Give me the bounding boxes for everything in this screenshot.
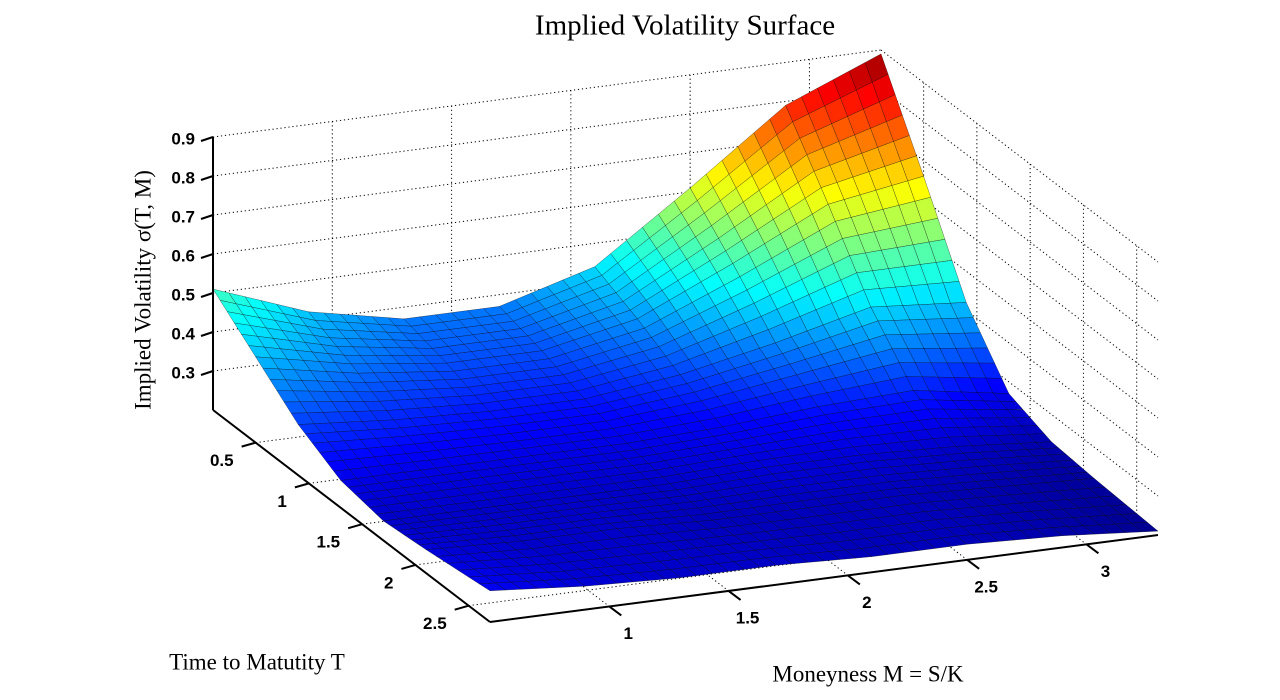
z-tick-label: 0.9 bbox=[171, 129, 195, 148]
x-tick-label: 3 bbox=[1101, 562, 1110, 581]
z-tick-label: 0.5 bbox=[171, 285, 195, 304]
x-tick bbox=[727, 590, 742, 601]
x-axis-label: Moneyness M = S/K bbox=[772, 661, 964, 686]
grid-line bbox=[212, 49, 882, 138]
x-tick-label: 2.5 bbox=[974, 577, 998, 596]
x-tick-label: 2 bbox=[862, 593, 871, 612]
y-tick bbox=[454, 604, 469, 611]
z-tick-label: 0.6 bbox=[171, 246, 195, 265]
y-tick bbox=[401, 563, 416, 570]
z-tick bbox=[200, 331, 214, 337]
z-tick-label: 0.7 bbox=[171, 207, 195, 226]
y-tick-label: 1 bbox=[277, 492, 286, 511]
y-axis-label: Time to Matutity T bbox=[169, 649, 345, 674]
grid-line bbox=[212, 88, 882, 177]
x-tick bbox=[1085, 543, 1100, 555]
z-axis-label: Implied Volatility σ(T, M) bbox=[130, 170, 155, 410]
z-tick bbox=[200, 253, 214, 259]
y-tick-label: 1.5 bbox=[317, 533, 341, 552]
x-tick bbox=[966, 559, 980, 570]
z-tick bbox=[200, 175, 214, 181]
y-tick-label: 2.5 bbox=[423, 614, 447, 633]
surface bbox=[212, 53, 1159, 591]
z-tick-label: 0.8 bbox=[171, 168, 195, 187]
z-tick bbox=[200, 292, 214, 298]
y-tick bbox=[294, 482, 310, 489]
y-tick bbox=[347, 523, 363, 530]
grid-line bbox=[212, 127, 882, 216]
y-tick-label: 0.5 bbox=[210, 451, 234, 470]
y-tick bbox=[241, 441, 256, 448]
axis-line bbox=[489, 534, 1159, 623]
axis-line bbox=[212, 409, 491, 623]
grid-line bbox=[212, 166, 882, 255]
z-tick-label: 0.3 bbox=[171, 363, 195, 382]
z-tick bbox=[200, 370, 214, 376]
y-tick-label: 2 bbox=[384, 573, 393, 592]
chart-title: Implied Volatility Surface bbox=[535, 10, 835, 42]
x-tick-label: 1 bbox=[624, 624, 633, 643]
x-tick bbox=[608, 605, 622, 617]
z-tick-label: 0.4 bbox=[171, 324, 195, 343]
grid-line bbox=[212, 205, 882, 294]
x-tick bbox=[847, 574, 861, 586]
z-tick bbox=[200, 136, 214, 142]
surface-patch bbox=[478, 582, 507, 591]
x-tick-label: 1.5 bbox=[736, 608, 760, 627]
z-tick bbox=[200, 214, 214, 220]
